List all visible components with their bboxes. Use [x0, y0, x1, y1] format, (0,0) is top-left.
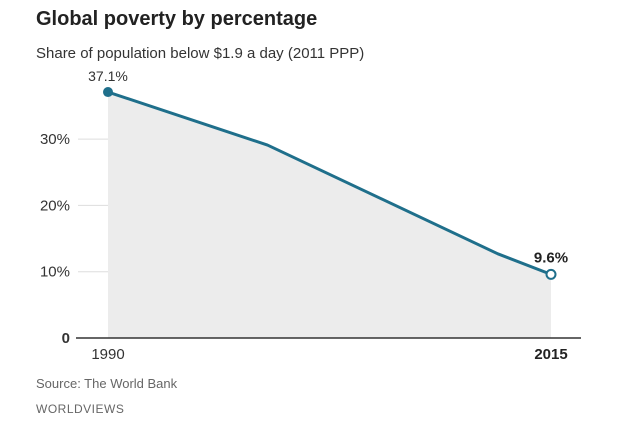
- chart-title: Global poverty by percentage: [36, 8, 318, 30]
- series-line: [106, 90, 553, 276]
- line-layer: [103, 87, 557, 280]
- y-tick-label: 0: [62, 330, 70, 347]
- source-note: Source: The World Bank: [36, 376, 178, 391]
- area-fill: [108, 92, 551, 338]
- x-tick-layer: 1990 2015: [76, 337, 581, 363]
- annotation-layer: 37.1% 9.6%: [88, 68, 568, 266]
- y-tick-label: 30%: [40, 131, 70, 148]
- chart-subtitle: Share of population below $1.9 a day (20…: [36, 45, 365, 62]
- brand-label: WORLDVIEWS: [36, 402, 125, 416]
- y-tick-label: 10%: [40, 264, 70, 281]
- data-point-end: [545, 268, 557, 280]
- x-tick-label: 2015: [534, 346, 567, 363]
- data-label-end: 9.6%: [534, 249, 568, 266]
- y-tick-label: 20%: [40, 197, 70, 214]
- x-tick-label: 1990: [91, 346, 124, 363]
- y-tick-layer: 0 10% 20% 30%: [40, 131, 108, 347]
- data-point-start: [103, 87, 113, 98]
- area-layer: [108, 92, 551, 338]
- poverty-chart: 0 10% 20% 30% 1990 2015 37.1% 9.6%: [40, 68, 581, 363]
- data-label-start: 37.1%: [88, 68, 128, 84]
